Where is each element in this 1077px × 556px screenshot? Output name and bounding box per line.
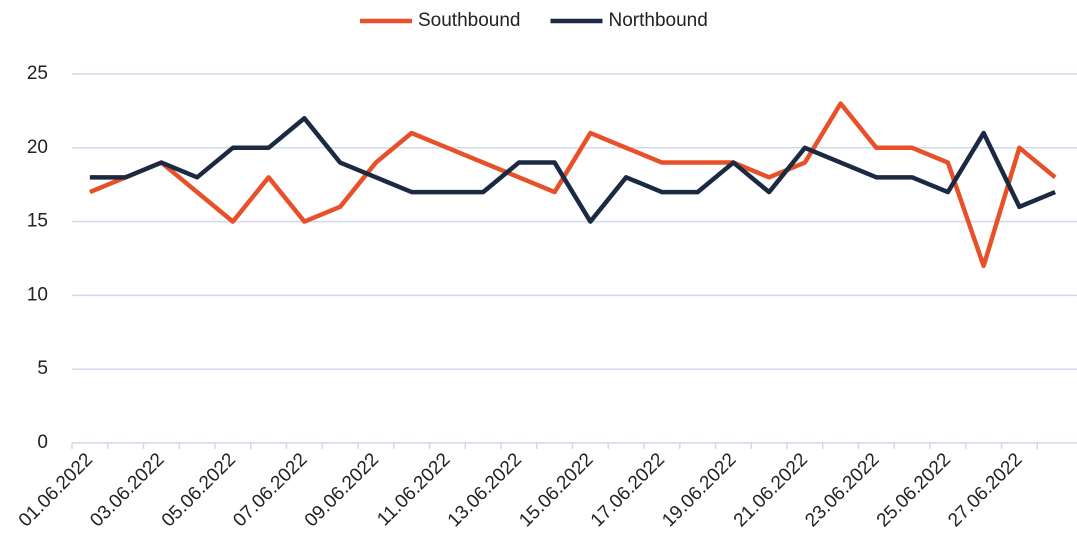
- y-tick-label: 0: [37, 432, 48, 453]
- legend-label: Southbound: [418, 10, 521, 31]
- legend-label: Northbound: [609, 10, 708, 31]
- x-tick-label: 17.06.2022: [587, 449, 669, 531]
- x-tick-label: 23.06.2022: [801, 449, 883, 531]
- x-tick-label: 01.06.2022: [15, 449, 97, 531]
- series-line: [89, 116, 1056, 224]
- x-tick-label: 07.06.2022: [229, 449, 311, 531]
- x-tick-label: 27.06.2022: [944, 449, 1026, 531]
- x-tick-label: 15.06.2022: [515, 449, 597, 531]
- x-tick-label: 13.06.2022: [444, 449, 526, 531]
- x-tick-label: 21.06.2022: [730, 449, 812, 531]
- x-tick-label: 25.06.2022: [873, 449, 955, 531]
- y-tick-label: 25: [27, 63, 48, 84]
- y-tick-label: 5: [37, 358, 48, 379]
- series-line: [89, 101, 1057, 269]
- x-tick-label: 03.06.2022: [86, 449, 168, 531]
- y-tick-label: 10: [27, 284, 48, 305]
- y-tick-label: 20: [27, 137, 48, 158]
- y-tick-label: 15: [27, 211, 48, 232]
- x-tick-label: 05.06.2022: [158, 449, 240, 531]
- x-tick-label: 11.06.2022: [373, 449, 454, 530]
- x-tick-label: 19.06.2022: [658, 449, 740, 531]
- x-tick-label: 09.06.2022: [301, 449, 383, 531]
